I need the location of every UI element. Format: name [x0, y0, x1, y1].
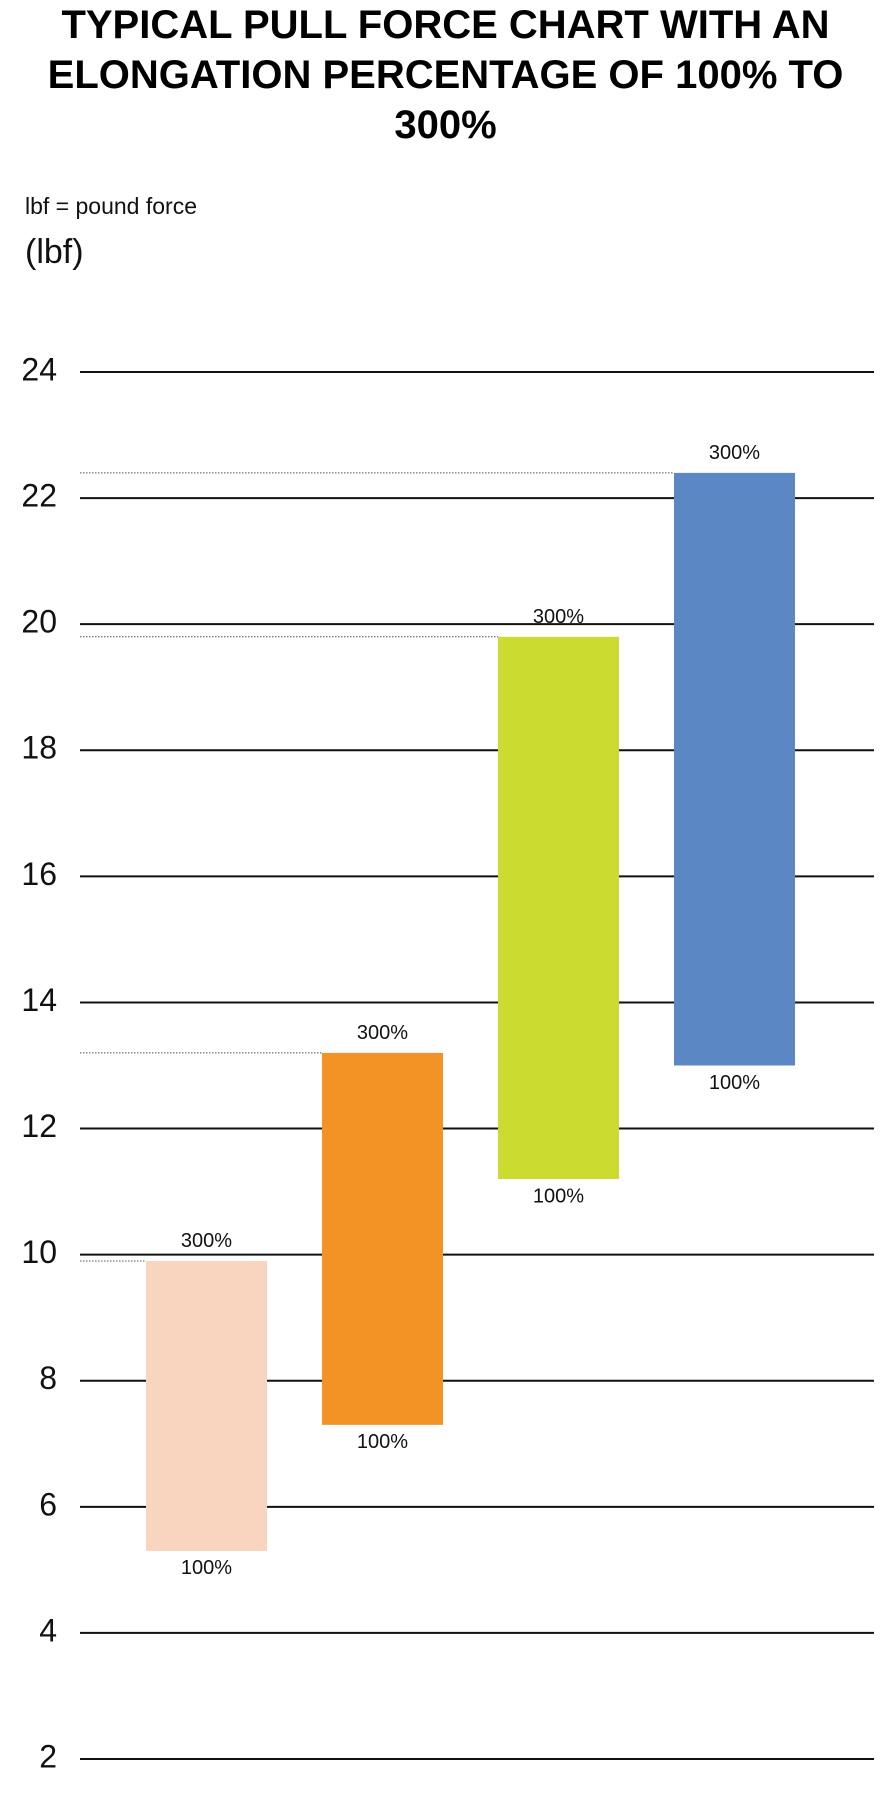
range-bar	[322, 1052, 443, 1425]
y-tick-label: 8	[39, 1360, 57, 1396]
value-label: 300%	[357, 1022, 408, 1044]
y-tick-label: 6	[39, 1486, 57, 1522]
range-bar	[674, 472, 795, 1066]
value-label: 100%	[181, 1557, 232, 1579]
value-label: 100%	[357, 1431, 408, 1453]
y-tick-label: 10	[21, 1234, 57, 1270]
y-tick-label: 2	[39, 1738, 57, 1774]
value-label: 100%	[709, 1072, 760, 1094]
value-label: 300%	[709, 442, 760, 464]
value-label: 100%	[533, 1185, 584, 1207]
y-tick-label: 12	[21, 1108, 57, 1144]
value-label: 300%	[181, 1230, 232, 1252]
y-tick-label: 4	[39, 1612, 57, 1648]
chart-title: TYPICAL PULL FORCE CHART WITH AN ELONGAT…	[47, 3, 844, 147]
y-tick-label: 18	[21, 730, 57, 766]
y-tick-label: 14	[21, 982, 57, 1018]
range-bar	[146, 1260, 267, 1551]
y-tick-label: 16	[21, 856, 57, 892]
value-label: 300%	[533, 606, 584, 628]
y-tick-label: 24	[21, 351, 57, 387]
range-bar	[498, 636, 619, 1179]
y-axis-label: (lbf)	[25, 233, 84, 271]
chart-subtitle: lbf = pound force	[25, 193, 197, 219]
y-tick-label: 22	[21, 478, 57, 514]
y-tick-label: 20	[21, 604, 57, 640]
